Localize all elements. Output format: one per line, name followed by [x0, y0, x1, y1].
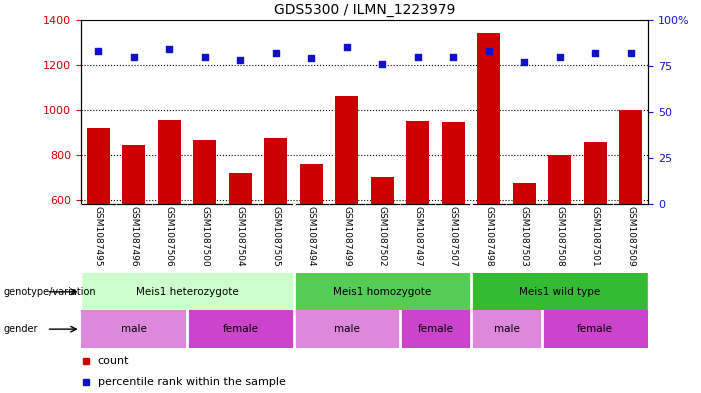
Text: Meis1 wild type: Meis1 wild type	[519, 287, 600, 297]
Bar	[471, 273, 648, 310]
Bar	[548, 155, 571, 204]
Bar	[264, 138, 287, 204]
Text: GSM1087494: GSM1087494	[307, 206, 315, 266]
Point	[376, 61, 388, 67]
Text: male: male	[121, 324, 147, 334]
Text: GSM1087509: GSM1087509	[626, 206, 635, 266]
Text: GSM1087507: GSM1087507	[449, 206, 458, 266]
Point	[519, 59, 530, 65]
Bar	[187, 310, 294, 348]
Text: GSM1087504: GSM1087504	[236, 206, 245, 266]
Bar	[294, 273, 471, 310]
Text: GSM1087496: GSM1087496	[130, 206, 138, 266]
Point	[448, 53, 459, 60]
Point	[270, 50, 281, 56]
Point	[93, 48, 104, 54]
Text: male: male	[334, 324, 360, 334]
Bar	[81, 310, 187, 348]
Bar	[294, 310, 400, 348]
Bar	[400, 310, 471, 348]
Bar	[584, 142, 607, 204]
Point	[590, 50, 601, 56]
Bar	[371, 177, 394, 204]
Text: GSM1087499: GSM1087499	[342, 206, 351, 266]
Point	[554, 53, 565, 60]
Text: Meis1 homozygote: Meis1 homozygote	[333, 287, 431, 297]
Point	[625, 50, 637, 56]
Point	[235, 57, 246, 63]
Text: count: count	[97, 356, 129, 366]
Point	[412, 53, 423, 60]
Title: GDS5300 / ILMN_1223979: GDS5300 / ILMN_1223979	[274, 3, 455, 17]
Text: GSM1087498: GSM1087498	[484, 206, 494, 266]
Text: GSM1087503: GSM1087503	[519, 206, 529, 266]
Text: GSM1087508: GSM1087508	[555, 206, 564, 266]
Text: GSM1087500: GSM1087500	[200, 206, 210, 266]
Text: female: female	[222, 324, 258, 334]
Point	[199, 53, 210, 60]
Text: GSM1087505: GSM1087505	[271, 206, 280, 266]
Text: GSM1087497: GSM1087497	[414, 206, 422, 266]
Bar	[87, 128, 110, 204]
Text: GSM1087495: GSM1087495	[94, 206, 103, 266]
Bar	[542, 310, 648, 348]
Bar	[229, 173, 252, 204]
Point	[164, 46, 175, 52]
Point	[341, 44, 353, 51]
Text: GSM1087501: GSM1087501	[591, 206, 599, 266]
Bar	[619, 110, 642, 204]
Bar	[81, 273, 294, 310]
Text: percentile rank within the sample: percentile rank within the sample	[97, 377, 285, 387]
Bar	[512, 183, 536, 204]
Bar	[477, 33, 501, 204]
Point	[483, 48, 494, 54]
Bar	[122, 145, 145, 204]
Bar	[193, 140, 217, 204]
Point	[128, 53, 139, 60]
Text: gender: gender	[4, 324, 38, 334]
Text: male: male	[494, 324, 519, 334]
Bar	[442, 122, 465, 204]
Text: GSM1087502: GSM1087502	[378, 206, 387, 266]
Text: female: female	[418, 324, 454, 334]
Bar	[158, 120, 181, 204]
Text: Meis1 heterozygote: Meis1 heterozygote	[136, 287, 238, 297]
Bar	[406, 121, 429, 204]
Bar	[300, 164, 323, 204]
Text: GSM1087506: GSM1087506	[165, 206, 174, 266]
Text: genotype/variation: genotype/variation	[4, 287, 96, 297]
Text: female: female	[577, 324, 613, 334]
Bar	[471, 310, 542, 348]
Bar	[335, 96, 358, 204]
Point	[306, 55, 317, 62]
